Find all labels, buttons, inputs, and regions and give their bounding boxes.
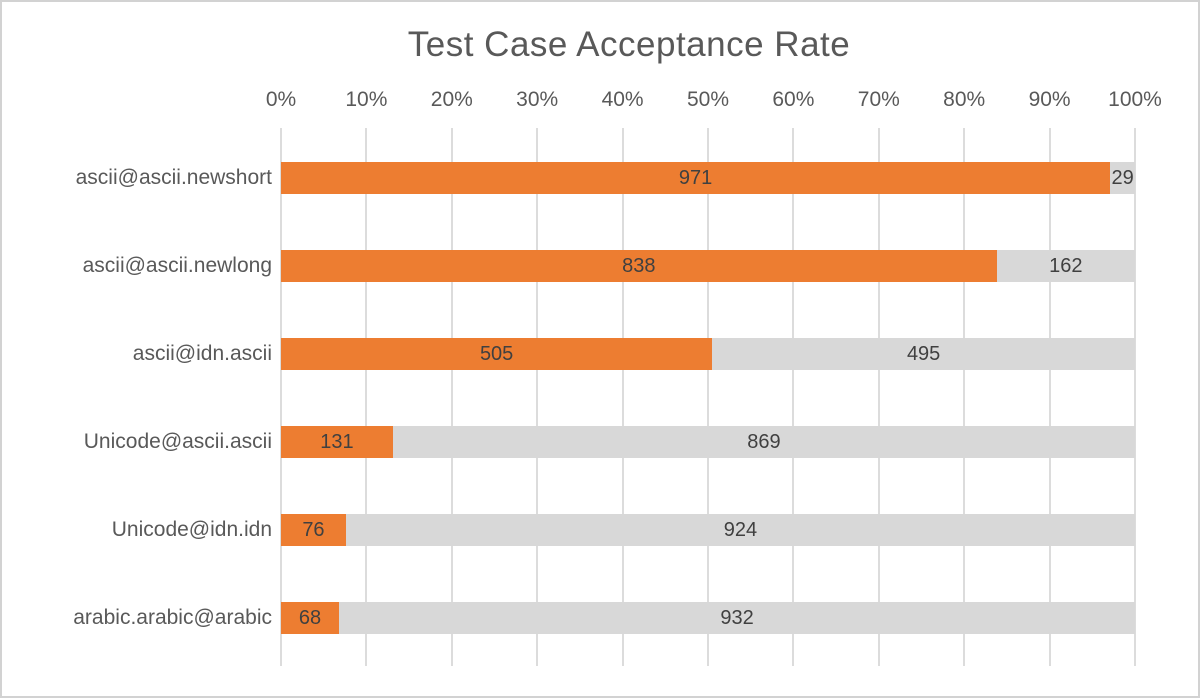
bar-row: arabic.arabic@arabic 68 932: [2, 574, 1198, 662]
bar-value-label: 162: [1049, 254, 1083, 277]
bar-segment-gray: 869: [392, 426, 1135, 458]
bar-value-label: 76: [302, 518, 325, 541]
bar-segment-orange: 68: [281, 602, 340, 634]
category-label: ascii@idn.ascii: [132, 342, 272, 365]
bar-segment-orange: 505: [281, 338, 713, 370]
bar-value-label: 29: [1111, 166, 1134, 189]
bar-segment-gray: 932: [339, 602, 1135, 634]
x-tick-label: 20%: [430, 88, 473, 111]
bar-value-label: 838: [622, 254, 656, 277]
bar-value-label: 505: [479, 342, 514, 365]
x-tick-label: 0%: [265, 88, 297, 111]
bar-row: Unicode@idn.idn 76 924: [2, 486, 1198, 574]
gridline: [365, 128, 368, 666]
x-tick-label: 60%: [772, 88, 815, 111]
bar-segment-gray: 162: [996, 250, 1135, 282]
gridline: [536, 128, 539, 666]
gridline: [621, 128, 624, 666]
bar-value-label: 924: [723, 518, 758, 541]
x-tick-label: 100%: [1108, 88, 1162, 111]
bar-value-label: 869: [747, 430, 781, 453]
category-label: Unicode@idn.idn: [111, 518, 272, 541]
bar-row: Unicode@ascii.ascii 131 869: [2, 398, 1198, 486]
category-label: Unicode@ascii.ascii: [83, 430, 272, 453]
x-tick-label: 10%: [345, 88, 388, 111]
plot-area: ascii@ascii.newshort 971 29 ascii@ascii.new…: [2, 134, 1198, 662]
bar-track: 971 29: [281, 162, 1135, 194]
chart-title: Test Case Acceptance Rate: [407, 25, 851, 64]
bar-track: 76 924: [281, 514, 1135, 546]
bar-track: 131 869: [281, 426, 1135, 458]
x-tick-label: 40%: [601, 88, 644, 111]
bar-value-label: 68: [298, 606, 322, 629]
bar-value-label: 495: [906, 342, 941, 365]
value-axis: 0% 10% 20% 30% 40% 50% 60% 70% 80% 90% 100%: [266, 88, 1162, 116]
x-tick-label: 90%: [1028, 88, 1071, 111]
bar-segment-orange: 971: [281, 162, 1111, 194]
bar-row: ascii@idn.ascii 505 495: [2, 310, 1198, 398]
bar-row: ascii@ascii.newshort 971 29: [2, 134, 1198, 222]
bar-row: ascii@ascii.newlong 838 162: [2, 222, 1198, 310]
bar-value-label: 971: [678, 166, 713, 189]
bar-value-label: 131: [320, 430, 354, 453]
bar-segment-orange: 131: [281, 426, 393, 458]
x-tick-label: 80%: [943, 88, 986, 111]
gridline: [963, 128, 966, 666]
bar-segment-orange: 838: [281, 250, 997, 282]
x-tick-label: 70%: [857, 88, 900, 111]
x-tick-label: 50%: [686, 88, 730, 111]
bar-track: 838 162: [281, 250, 1135, 282]
bar-segment-gray: 924: [345, 514, 1135, 546]
bar-track: 68 932: [281, 602, 1135, 634]
bar-value-label: 932: [720, 606, 754, 629]
category-label: ascii@ascii.newshort: [75, 166, 272, 189]
gridline: [1048, 128, 1051, 666]
gridline: [792, 128, 795, 666]
gridline: [877, 128, 880, 666]
bar-segment-gray: 495: [712, 338, 1135, 370]
gridline: [450, 128, 453, 666]
gridline: [280, 128, 282, 666]
x-tick-label: 30%: [516, 88, 559, 111]
bar-segment-orange: 76: [281, 514, 346, 546]
bar-track: 505 495: [281, 338, 1135, 370]
bar-segment-gray: 29: [1110, 162, 1135, 194]
category-label: arabic.arabic@arabic: [73, 606, 272, 629]
gridline: [707, 128, 709, 666]
gridlines: [280, 128, 1136, 666]
category-label: ascii@ascii.newlong: [82, 254, 272, 277]
gridline: [1134, 128, 1136, 666]
